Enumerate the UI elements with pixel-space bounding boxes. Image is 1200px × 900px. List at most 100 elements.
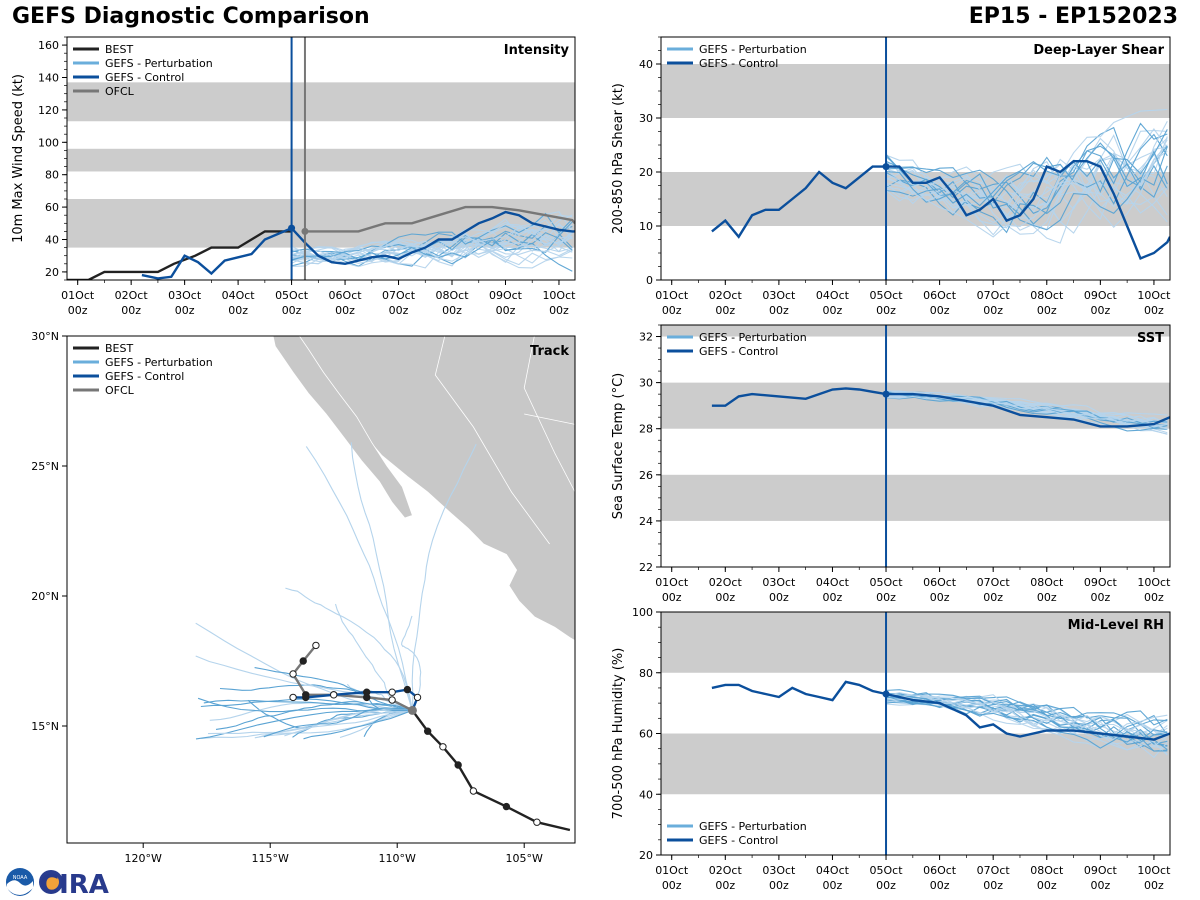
y-axis-label: 200-850 hPa Shear (kt) bbox=[611, 83, 626, 234]
y-tick-label: 20 bbox=[639, 166, 653, 179]
y-tick-label: 80 bbox=[639, 667, 653, 680]
track-marker bbox=[413, 693, 422, 702]
perturbation-track bbox=[201, 709, 413, 739]
series-line bbox=[67, 230, 292, 280]
x-tick-date: 06Oct bbox=[329, 289, 363, 302]
x-tick-hour: 00z bbox=[1144, 591, 1164, 604]
x-tick-date: 08Oct bbox=[435, 289, 469, 302]
legend-label: BEST bbox=[105, 342, 133, 355]
x-tick-hour: 00z bbox=[228, 304, 248, 317]
threshold-band bbox=[67, 148, 575, 172]
x-tick-hour: 00z bbox=[930, 304, 950, 317]
state-border bbox=[524, 413, 575, 425]
lon-tick-label: 105°W bbox=[506, 852, 543, 865]
threshold-band bbox=[67, 82, 575, 122]
storm-id: EP15 - EP152023 bbox=[968, 4, 1178, 29]
y-tick-label: 32 bbox=[639, 331, 653, 344]
y-tick-label: 30 bbox=[639, 377, 653, 390]
y-tick-label: 80 bbox=[45, 169, 59, 182]
perturbation-track bbox=[207, 709, 413, 735]
panel-title: Track bbox=[530, 344, 569, 359]
panel-title: Mid-Level RH bbox=[1068, 618, 1164, 633]
perturbation-track bbox=[285, 587, 413, 711]
legend-label: OFCL bbox=[105, 384, 135, 397]
panel-title: Deep-Layer Shear bbox=[1033, 43, 1164, 58]
x-tick-hour: 00z bbox=[121, 304, 141, 317]
x-tick-date: 08Oct bbox=[1030, 576, 1064, 589]
legend-label: GEFS - Perturbation bbox=[699, 331, 807, 344]
x-tick-hour: 00z bbox=[1037, 879, 1057, 892]
legend-label: GEFS - Control bbox=[699, 834, 778, 847]
perturbation-track bbox=[254, 709, 413, 739]
x-tick-hour: 00z bbox=[983, 879, 1003, 892]
perturbation-tracks bbox=[195, 442, 477, 740]
x-tick-hour: 00z bbox=[715, 591, 735, 604]
perturbation-line bbox=[885, 391, 1168, 430]
x-tick-date: 02Oct bbox=[709, 289, 743, 302]
x-tick-hour: 00z bbox=[930, 879, 950, 892]
perturbation-line bbox=[885, 146, 1168, 199]
legend-label: GEFS - Perturbation bbox=[699, 43, 807, 56]
y-tick-label: 160 bbox=[38, 39, 59, 52]
perturbation-line bbox=[885, 133, 1168, 209]
perturbation-line bbox=[885, 129, 1168, 207]
perturbation-track bbox=[305, 446, 413, 711]
x-tick-hour: 00z bbox=[930, 591, 950, 604]
x-tick-date: 09Oct bbox=[1084, 289, 1118, 302]
cira-logo: NOAA CIRA bbox=[6, 868, 109, 898]
intensity-chart: 20 40 60 80 100 120 140 160 01Oct 00z 02Oct 00z 03Oc… bbox=[11, 36, 576, 317]
lat-tick-label: 25°N bbox=[31, 460, 59, 473]
perturbation-line bbox=[885, 395, 1168, 430]
legend-label: GEFS - Control bbox=[105, 71, 184, 84]
y-tick-label: 40 bbox=[45, 234, 59, 247]
series-line bbox=[141, 210, 575, 280]
threshold-band bbox=[661, 325, 1170, 337]
x-tick-hour: 00z bbox=[769, 879, 789, 892]
x-tick-hour: 00z bbox=[282, 304, 302, 317]
legend-label: GEFS - Control bbox=[105, 370, 184, 383]
perturbation-track bbox=[411, 443, 477, 711]
y-tick-label: 120 bbox=[38, 104, 59, 117]
track-marker bbox=[469, 787, 478, 795]
y-tick-label: 60 bbox=[45, 201, 59, 214]
perturbation-track bbox=[303, 709, 413, 740]
perturbation-track bbox=[203, 699, 413, 711]
x-tick-date: 02Oct bbox=[709, 864, 743, 877]
x-tick-date: 10Oct bbox=[542, 289, 576, 302]
x-tick-hour: 00z bbox=[389, 304, 409, 317]
plot-area bbox=[661, 612, 1170, 795]
x-tick-date: 05Oct bbox=[870, 289, 904, 302]
lon-tick-label: 120°W bbox=[125, 852, 162, 865]
x-tick-date: 10Oct bbox=[1137, 576, 1171, 589]
track-marker bbox=[423, 727, 432, 735]
track-marker bbox=[403, 685, 412, 694]
perturbation-line bbox=[885, 694, 1168, 735]
state-border bbox=[523, 336, 575, 493]
legend-label: BEST bbox=[105, 43, 133, 56]
series-line bbox=[711, 387, 1170, 428]
perturbation-track bbox=[401, 615, 422, 711]
lat-tick-label: 20°N bbox=[31, 590, 59, 603]
x-tick-hour: 00z bbox=[662, 591, 682, 604]
initial-position bbox=[407, 705, 417, 715]
x-tick-date: 07Oct bbox=[977, 576, 1011, 589]
series-line bbox=[711, 159, 1170, 260]
perturbation-track bbox=[215, 701, 413, 730]
track-marker bbox=[312, 641, 320, 650]
threshold-band bbox=[661, 733, 1170, 795]
y-tick-label: 22 bbox=[639, 561, 653, 574]
analysis-marker bbox=[882, 690, 890, 698]
y-tick-label: 26 bbox=[639, 469, 653, 482]
x-tick-hour: 00z bbox=[442, 304, 462, 317]
x-tick-date: 01Oct bbox=[61, 289, 95, 302]
x-tick-date: 07Oct bbox=[382, 289, 416, 302]
lat-tick-label: 30°N bbox=[31, 330, 59, 343]
track-marker bbox=[388, 688, 396, 696]
panel-title: Intensity bbox=[504, 43, 570, 58]
legend-label: GEFS - Perturbation bbox=[105, 356, 213, 369]
